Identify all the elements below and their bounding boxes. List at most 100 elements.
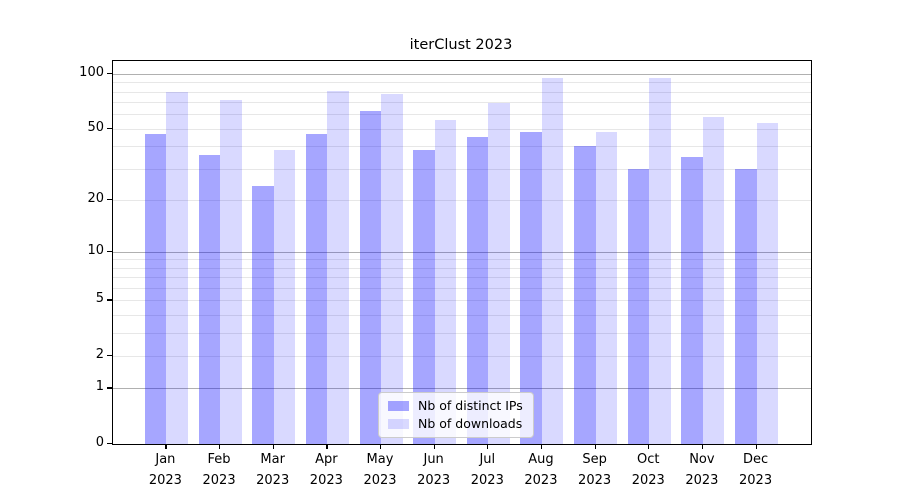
gridline-major (113, 251, 811, 253)
bar-downloads-nov (702, 117, 725, 444)
gridline-minor (113, 102, 811, 104)
y-tick-mark (107, 250, 112, 252)
x-axis-tick-label-sep: Sep 2023 (555, 449, 635, 491)
bar-distinct-ips-mar (252, 185, 274, 444)
plot-area: Nb of distinct IPs Nb of downloads (112, 60, 812, 445)
y-tick-mark (107, 387, 112, 389)
bar-downloads-mar (273, 150, 296, 444)
y-axis-tick-label: 50 (87, 119, 104, 135)
legend-swatch-downloads (388, 418, 409, 429)
x-axis-tick-label-dec: Dec 2023 (716, 449, 796, 491)
year-label: 2023 (739, 473, 773, 488)
year-label: 2023 (309, 473, 343, 488)
year-label: 2023 (148, 473, 182, 488)
x-tick-mark (165, 444, 167, 449)
gridline-minor (113, 128, 811, 130)
x-axis-tick-label-jun: Jun 2023 (394, 449, 474, 491)
gridline-minor (113, 146, 811, 148)
y-axis-tick-label: 5 (95, 291, 104, 307)
bar-downloads-oct (649, 78, 671, 444)
bar-downloads-dec (756, 122, 779, 444)
gridline-major (113, 388, 811, 390)
bar-distinct-ips-feb (198, 154, 221, 444)
month-label: Nov (689, 452, 715, 467)
bar-distinct-ips-nov (681, 156, 703, 444)
x-tick-mark (487, 444, 489, 449)
y-tick-mark (107, 443, 112, 445)
bar-downloads-sep (595, 131, 618, 444)
y-tick-mark (107, 354, 112, 357)
y-tick-mark (107, 73, 112, 75)
legend-label-distinct-ips: Nb of distinct IPs (418, 398, 523, 413)
gridline-minor (113, 277, 811, 279)
bar-downloads-aug (541, 78, 564, 444)
x-tick-mark (594, 444, 596, 449)
x-tick-mark (219, 444, 221, 449)
month-label: May (366, 452, 394, 467)
year-label: 2023 (524, 473, 558, 488)
x-tick-mark (540, 444, 543, 449)
x-axis-tick-label-jul: Jul 2023 (447, 449, 527, 491)
year-label: 2023 (202, 473, 236, 488)
y-axis-tick-label: 1 (95, 379, 104, 395)
gridline-minor (113, 287, 811, 289)
bar-distinct-ips-jul (466, 137, 489, 444)
month-label: Dec (742, 452, 769, 467)
year-label: 2023 (631, 473, 665, 488)
x-tick-mark (380, 444, 382, 449)
month-label: Apr (315, 452, 338, 467)
x-axis-tick-label-aug: Aug 2023 (501, 449, 581, 491)
x-axis-tick-label-mar: Mar 2023 (233, 449, 313, 491)
bar-distinct-ips-oct (627, 168, 650, 444)
y-axis-tick-label: 2 (95, 346, 104, 362)
x-axis-tick-label-apr: Apr 2023 (286, 449, 366, 491)
bar-distinct-ips-jan (144, 133, 167, 444)
bar-downloads-jan (166, 91, 188, 444)
gridline-minor (113, 355, 811, 357)
x-axis-tick-label-jan: Jan 2023 (125, 449, 205, 491)
bar-downloads-feb (220, 100, 242, 444)
y-axis-tick-label: 100 (79, 65, 104, 80)
x-tick-mark (648, 444, 650, 449)
legend-item-distinct-ips: Nb of distinct IPs (388, 398, 523, 413)
x-axis-tick-label-nov: Nov 2023 (662, 449, 742, 491)
x-tick-mark (701, 444, 704, 449)
bar-downloads-jul (488, 103, 510, 444)
y-axis-tick-label: 20 (87, 190, 104, 206)
bar-distinct-ips-apr (305, 133, 328, 444)
x-tick-mark (433, 444, 435, 449)
bar-downloads-apr (327, 90, 349, 444)
legend-label-downloads: Nb of downloads (418, 416, 523, 431)
legend-item-downloads: Nb of downloads (388, 416, 523, 431)
month-label: Feb (207, 452, 231, 467)
gridline-minor (113, 114, 811, 116)
month-label: Jul (479, 452, 496, 467)
bar-distinct-ips-jun (413, 150, 435, 444)
bar-downloads-may (381, 93, 403, 444)
bar-downloads-jun (434, 119, 457, 444)
gridline-minor (113, 267, 811, 269)
month-label: Jan (155, 452, 176, 467)
month-label: Aug (528, 452, 554, 467)
x-axis-tick-label-feb: Feb 2023 (179, 449, 259, 491)
bar-distinct-ips-sep (574, 146, 596, 444)
year-label: 2023 (578, 473, 612, 488)
y-tick-mark (107, 198, 112, 201)
legend-swatch-distinct-ips (388, 400, 409, 411)
gridline-minor (113, 91, 811, 93)
gridline-major (113, 74, 811, 75)
month-label: Oct (637, 452, 660, 467)
gridline-minor (113, 314, 811, 316)
chart-title: iterClust 2023 (409, 37, 513, 53)
bar-distinct-ips-may (359, 110, 381, 444)
gridline-minor (113, 300, 811, 302)
month-label: Mar (260, 452, 285, 467)
y-tick-mark (107, 127, 112, 129)
year-label: 2023 (685, 473, 719, 488)
gridline-minor (113, 332, 811, 334)
bar-distinct-ips-aug (520, 131, 542, 444)
year-label: 2023 (417, 473, 451, 488)
gridline-minor (113, 82, 811, 84)
y-tick-mark (107, 299, 112, 301)
